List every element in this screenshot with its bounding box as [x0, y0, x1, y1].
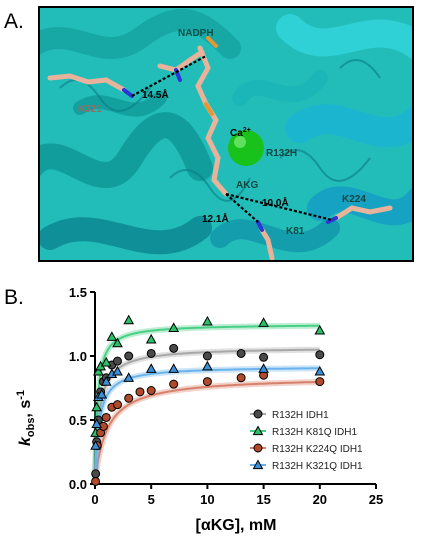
data-point [258, 317, 269, 327]
protein-ribbons [40, 9, 412, 255]
data-point [124, 351, 134, 361]
data-point [96, 388, 108, 399]
x-tick-label: 10 [200, 492, 214, 507]
akg-label: AKG [236, 180, 258, 191]
data-point [112, 337, 123, 348]
chart-legend: R132H IDH1 R132H K81Q IDH1 R132H K224Q IDH… [250, 409, 363, 472]
y-axis-label: kobs, s-1 [15, 390, 37, 446]
data-point [124, 393, 134, 403]
data-point [146, 348, 156, 358]
protein-structure-panel: NADPH 14.5Å K321 Ca2+ R132H AKG 10.0Å K2… [38, 6, 414, 262]
data-point [145, 333, 157, 344]
data-point [106, 331, 118, 341]
y-tick-label: 0.5 [69, 413, 87, 428]
data-point [91, 401, 103, 412]
kinetics-chart: 0 5 10 15 20 25 0.0 0.5 1.0 1.5 kobs, s-1 [αKG], … [15, 285, 383, 534]
data-point [315, 377, 325, 387]
data-point [315, 350, 325, 360]
phosphorus-atoms [204, 36, 218, 116]
legend-marker [252, 425, 264, 436]
legend-entry: R132H K81Q IDH1 [272, 427, 357, 438]
data-point [202, 360, 213, 371]
legend-entry: R132H K321Q IDH1 [272, 461, 363, 472]
data-point [90, 440, 101, 450]
nadph-label: NADPH [178, 28, 214, 39]
data-point [236, 373, 246, 383]
distance-label-14: 14.5Å [142, 88, 169, 101]
data-point [112, 400, 122, 410]
data-point [202, 351, 212, 361]
panel-b-label: B. [4, 286, 24, 309]
nitrogen-atoms [122, 68, 338, 232]
data-point [112, 365, 123, 376]
x-tick-label: 0 [91, 492, 98, 507]
data-point [112, 356, 122, 366]
y-tick-label: 1.0 [69, 349, 87, 364]
data-point [168, 363, 180, 373]
k224-label: K224 [342, 194, 366, 205]
residue-sticks [47, 45, 393, 260]
y-tick-label: 0.0 [69, 477, 87, 492]
data-point [202, 315, 213, 326]
fit-curve-2 [94, 381, 320, 482]
data-point [135, 387, 145, 397]
data-points [90, 314, 326, 486]
legend-marker [253, 443, 263, 453]
data-point [101, 412, 111, 422]
legend-marker [253, 409, 263, 419]
legend-marker [252, 459, 264, 470]
data-point [169, 379, 179, 389]
data-point [93, 365, 104, 376]
x-tick-label: 15 [256, 492, 270, 507]
legend-entry: R132H IDH1 [272, 410, 329, 421]
distance-label-10: 10.0Å [262, 196, 289, 209]
data-point [169, 343, 179, 353]
chart-axes [90, 291, 377, 489]
protein-structure-image: NADPH 14.5Å K321 Ca2+ R132H AKG 10.0Å K2… [40, 8, 412, 260]
data-point [91, 418, 103, 428]
data-point [91, 476, 101, 486]
data-point [145, 363, 157, 373]
distance-label-12: 12.1Å [202, 212, 229, 225]
calcium-label: Ca2+ [230, 127, 251, 139]
panel-a-label: A. [4, 10, 24, 33]
x-tick-label: 5 [148, 492, 155, 507]
k81-label: K81 [286, 226, 305, 237]
tick-labels: 0 5 10 15 20 25 0.0 0.5 1.0 1.5 [69, 285, 383, 507]
kinetics-chart-panel: 0 5 10 15 20 25 0.0 0.5 1.0 1.5 kobs, s-1 [αKG], … [0, 278, 424, 550]
data-point [168, 322, 180, 332]
r132h-label: R132H [266, 148, 297, 159]
data-point [236, 348, 246, 358]
data-point [123, 314, 135, 325]
y-tick-label: 1.5 [69, 285, 87, 300]
protein-coils [59, 59, 381, 202]
data-point [100, 376, 112, 386]
data-point [123, 372, 135, 382]
distance-lines [131, 55, 333, 223]
data-point [202, 377, 212, 387]
data-point [100, 356, 112, 367]
data-point [258, 363, 269, 373]
x-tick-label: 25 [369, 492, 383, 507]
k321-label: K321 [78, 104, 102, 115]
data-point [314, 324, 326, 335]
fit-curve-1 [94, 324, 320, 485]
data-point [314, 365, 326, 376]
data-point [146, 386, 156, 396]
legend-entry: R132H K224Q IDH1 [272, 444, 363, 455]
data-point [259, 352, 269, 362]
x-axis-label: [αKG], mM [196, 517, 277, 534]
x-tick-label: 20 [313, 492, 327, 507]
data-point [91, 469, 101, 479]
